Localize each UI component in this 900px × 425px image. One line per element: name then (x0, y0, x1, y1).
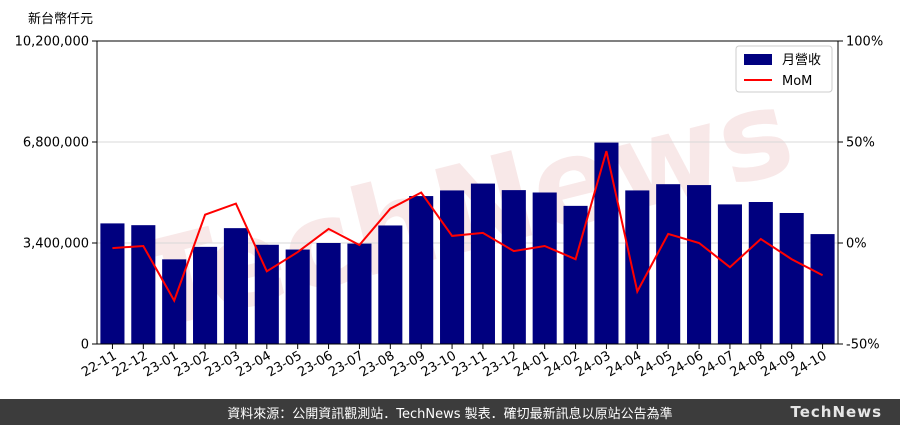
plot-frame (96, 40, 839, 345)
bar-series (100, 142, 835, 344)
bar-23-05 (285, 249, 310, 344)
grid-lines (97, 141, 838, 244)
bar-23-04 (254, 244, 279, 344)
bar-24-01 (532, 192, 557, 344)
left-tick-label: 3,400,000 (23, 237, 89, 252)
legend-label-mom: MoM (782, 74, 812, 89)
bar-23-03 (223, 228, 248, 344)
bar-24-10 (810, 234, 835, 344)
right-tick-label: 0% (846, 237, 867, 252)
mom-line (112, 150, 824, 303)
bar-23-09 (409, 196, 434, 344)
right-tick-label: -50% (846, 338, 880, 353)
bar-23-12 (501, 190, 526, 344)
bar-24-05 (656, 184, 681, 344)
bar-24-09 (779, 212, 804, 344)
bar-24-04 (625, 190, 650, 344)
bar-23-06 (316, 243, 341, 344)
left-tick-label: 10,200,000 (15, 35, 89, 50)
y-axis-unit-label: 新台幣仟元 (28, 12, 94, 27)
left-tick-label: 6,800,000 (23, 136, 89, 151)
right-tick-label: 100% (846, 35, 883, 50)
footer-source-text: 資料來源：公開資訊觀測站．TechNews 製表．確切最新訊息以原站公告為準 (227, 406, 673, 422)
mom-line-series (112, 150, 824, 303)
bar-23-10 (440, 190, 465, 344)
legend-swatch-revenue (744, 54, 772, 65)
bar-23-02 (193, 246, 218, 344)
bar-22-12 (131, 225, 156, 344)
legend: 月營收 MoM (735, 45, 833, 93)
left-axis: 0 3,400,000 6,800,000 10,200,000 (15, 35, 97, 353)
bar-23-11 (470, 183, 495, 344)
left-tick-label: 0 (81, 338, 89, 353)
bar-24-07 (717, 204, 742, 344)
brand-logo: TechNews (790, 403, 882, 421)
legend-label-revenue: 月營收 (782, 53, 821, 68)
plot-border (96, 40, 839, 345)
footer-bar: 資料來源：公開資訊觀測站．TechNews 製表．確切最新訊息以原站公告為準 T… (0, 399, 900, 425)
right-axis: -50% 0% 50% 100% (838, 35, 883, 353)
bar-24-06 (687, 185, 712, 344)
bar-24-08 (748, 202, 773, 344)
bar-23-08 (378, 225, 403, 344)
right-tick-label: 50% (846, 136, 875, 151)
bar-22-11 (100, 223, 125, 344)
x-tick-label: 24-10 (789, 348, 829, 380)
bar-24-03 (594, 142, 619, 344)
bar-23-07 (347, 243, 372, 344)
